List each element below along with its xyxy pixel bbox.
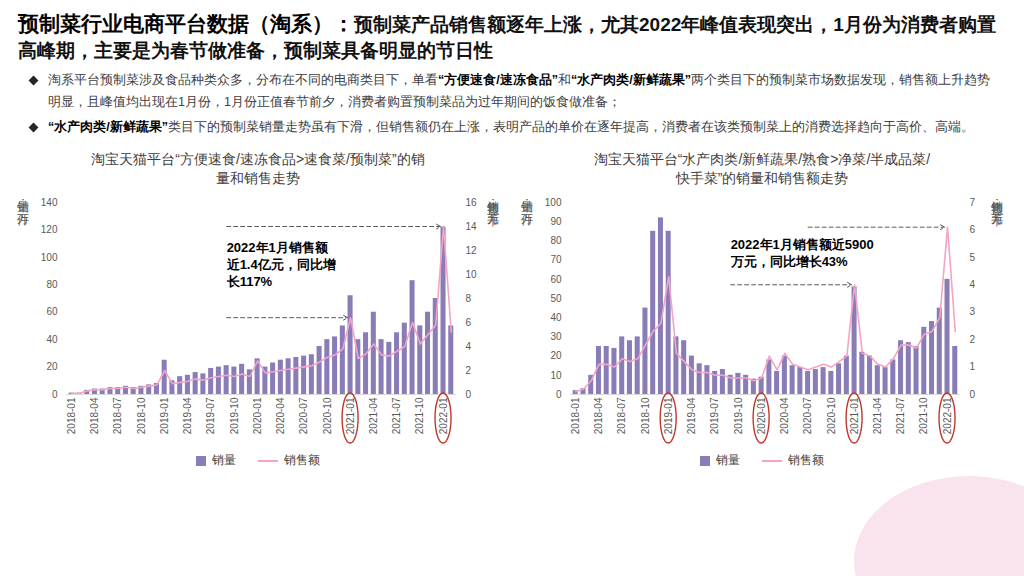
svg-text:4: 4 [970, 279, 976, 290]
svg-text:7: 7 [970, 197, 976, 208]
html-text:销售额: 销售额 [788, 453, 824, 468]
svg-text:3: 3 [970, 306, 976, 317]
svg-text:40: 40 [46, 334, 58, 345]
svg-text:60: 60 [550, 274, 562, 285]
svg-text:2022年1月销售额近5900万元，同比增长43%: 2022年1月销售额近5900万元，同比增长43% [730, 237, 874, 269]
svg-text:90: 90 [550, 216, 562, 227]
svg-text:2018-04: 2018-04 [89, 397, 100, 434]
svg-text:2018-10: 2018-10 [136, 397, 147, 434]
html-text:销量: 销量 [716, 453, 740, 468]
svg-text:2022-01: 2022-01 [438, 397, 449, 434]
svg-text:80: 80 [46, 279, 58, 290]
svg-text:6: 6 [466, 317, 472, 328]
svg-text:70: 70 [550, 254, 562, 265]
svg-text:2019-07: 2019-07 [205, 397, 216, 434]
svg-text:6: 6 [970, 224, 976, 235]
svg-text:2019-01: 2019-01 [159, 397, 170, 434]
svg-text:2018-04: 2018-04 [593, 397, 604, 434]
svg-text:50: 50 [550, 293, 562, 304]
svg-text:0: 0 [466, 389, 472, 400]
html-text:销量: 销量 [212, 453, 236, 468]
svg-text:8: 8 [466, 293, 472, 304]
svg-text:2020-07: 2020-07 [802, 397, 813, 434]
svg-text:2020-01: 2020-01 [252, 397, 263, 434]
html-text:“水产肉类/新鲜蔬果”类目下的预制菜销量走势虽有下滑，但销售: “水产肉类/新鲜蔬果”类目下的预制菜销量走势虽有下滑，但销售额仍在上涨，表明产品… [48, 119, 974, 134]
svg-text:16: 16 [466, 197, 478, 208]
svg-text:2020-01: 2020-01 [756, 397, 767, 434]
svg-text:80: 80 [550, 235, 562, 246]
svg-text:0: 0 [556, 389, 562, 400]
svg-text:2: 2 [466, 365, 472, 376]
svg-text:2018-10: 2018-10 [640, 397, 651, 434]
svg-text:2022-01: 2022-01 [942, 397, 953, 434]
svg-text:140: 140 [41, 197, 58, 208]
svg-text:60: 60 [46, 306, 58, 317]
svg-text:14: 14 [466, 221, 478, 232]
svg-text:20: 20 [46, 361, 58, 372]
svg-text:40: 40 [550, 312, 562, 323]
svg-text:12: 12 [466, 245, 478, 256]
svg-text:2: 2 [970, 334, 976, 345]
svg-text:120: 120 [41, 224, 58, 235]
svg-text:2021-04: 2021-04 [368, 397, 379, 434]
html-text:销售额：千万元: 销售额：千万元 [486, 192, 500, 205]
svg-text:2020-10: 2020-10 [322, 397, 333, 434]
svg-text:2018-01: 2018-01 [66, 397, 77, 434]
html-text:销售额：千万元: 销售额：千万元 [990, 192, 1004, 205]
svg-text:20: 20 [550, 350, 562, 361]
svg-text:2021-01: 2021-01 [849, 397, 860, 434]
svg-text:30: 30 [550, 331, 562, 342]
svg-text:2021-10: 2021-10 [414, 397, 425, 434]
svg-text:2019-04: 2019-04 [686, 397, 697, 434]
svg-text:2020-04: 2020-04 [779, 397, 790, 434]
svg-text:2019-01: 2019-01 [663, 397, 674, 434]
svg-text:0: 0 [52, 389, 58, 400]
svg-text:2018-07: 2018-07 [616, 397, 627, 434]
svg-text:10: 10 [466, 269, 478, 280]
html-text:销售额: 销售额 [284, 453, 320, 468]
svg-text:2020-10: 2020-10 [826, 397, 837, 434]
svg-text:2021-07: 2021-07 [895, 397, 906, 434]
svg-text:2018-01: 2018-01 [570, 397, 581, 434]
svg-text:100: 100 [545, 197, 562, 208]
svg-text:2019-07: 2019-07 [709, 397, 720, 434]
svg-text:2021-04: 2021-04 [872, 397, 883, 434]
svg-text:10: 10 [550, 370, 562, 381]
svg-text:2019-04: 2019-04 [182, 397, 193, 434]
svg-text:2020-04: 2020-04 [275, 397, 286, 434]
svg-text:2020-07: 2020-07 [298, 397, 309, 434]
svg-text:2019-10: 2019-10 [733, 397, 744, 434]
svg-text:2022年1月销售额近1.4亿元，同比增长117%: 2022年1月销售额近1.4亿元，同比增长117% [226, 241, 336, 290]
svg-text:2018-07: 2018-07 [112, 397, 123, 434]
svg-text:4: 4 [466, 341, 472, 352]
svg-text:1: 1 [970, 361, 976, 372]
html-text:淘宝天猫平台“水产肉类/新鲜蔬果/熟食>净菜/半成品菜/快手: 淘宝天猫平台“水产肉类/新鲜蔬果/熟食>净菜/半成品菜/快手菜”的销量和销售额走… [593, 151, 931, 187]
svg-text:5: 5 [970, 252, 976, 263]
svg-text:2021-07: 2021-07 [391, 397, 402, 434]
html-text:销量：万件: 销量：万件 [520, 192, 534, 205]
html-text:预制菜行业电商平台数据（淘系）：预制菜产品销售额逐年上涨，尤: 预制菜行业电商平台数据（淘系）：预制菜产品销售额逐年上涨，尤其2022年峰值表现… [18, 12, 996, 61]
html-text:销量：万件: 销量：万件 [16, 192, 30, 205]
html-text:淘宝天猫平台“方便速食/速冻食品>速食菜/预制菜”的销量和销: 淘宝天猫平台“方便速食/速冻食品>速食菜/预制菜”的销量和销售走势 [91, 151, 425, 187]
svg-text:0: 0 [970, 389, 976, 400]
svg-text:2021-01: 2021-01 [345, 397, 356, 434]
svg-text:2021-10: 2021-10 [918, 397, 929, 434]
html-text:淘系平台预制菜涉及食品种类众多，分布在不同的电商类目下，单看: 淘系平台预制菜涉及食品种类众多，分布在不同的电商类目下，单看“方便速食/速冻食品… [48, 72, 990, 110]
svg-text:100: 100 [41, 252, 58, 263]
svg-text:2019-10: 2019-10 [229, 397, 240, 434]
